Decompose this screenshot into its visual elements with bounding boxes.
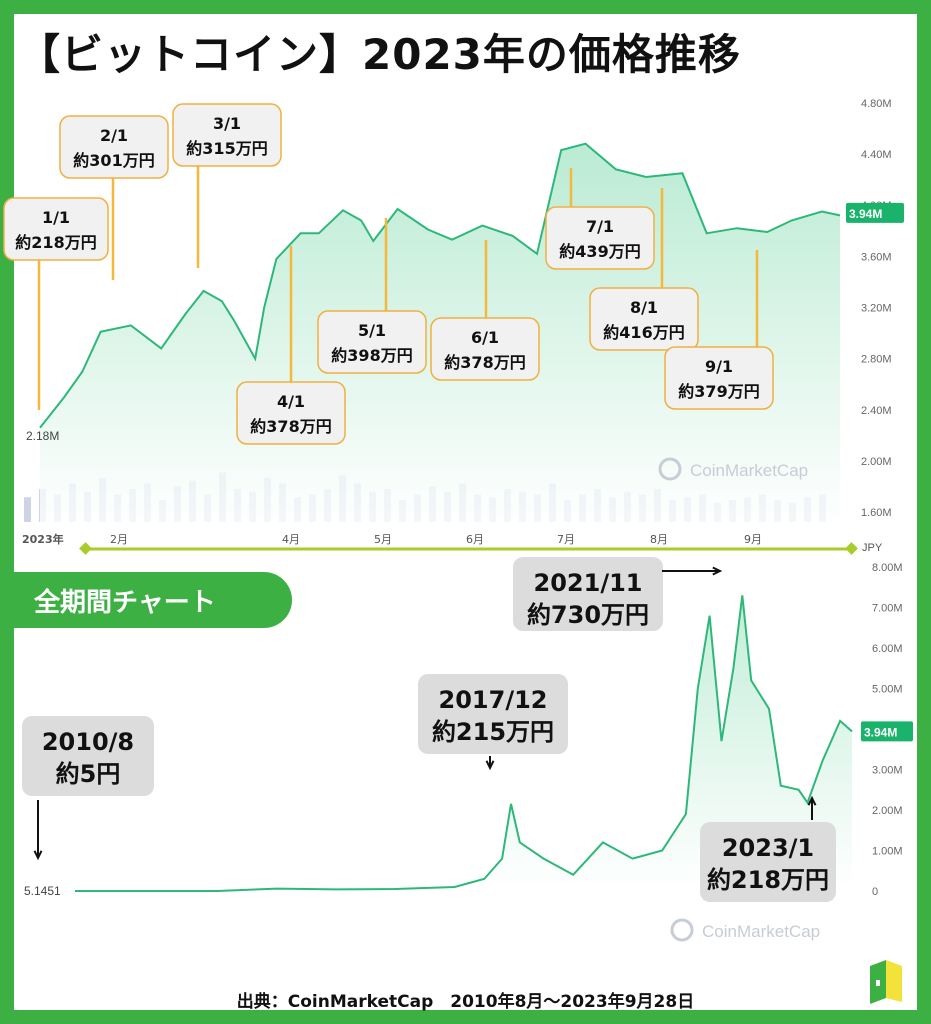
watermark-icon (658, 457, 682, 481)
arrow-2023-head (807, 795, 817, 806)
annotation-box (664, 346, 774, 410)
annotation-price: 約301万円 (73, 151, 154, 170)
price-line-2023 (39, 142, 841, 429)
annotation-date: 2010/8 (42, 728, 134, 756)
annotation-date: 6/1 (471, 328, 499, 347)
start-price-label: 5.1451 (24, 884, 61, 898)
annotation-box (172, 103, 282, 167)
arrow-2021-head (712, 566, 723, 576)
x-tick-label: 2023年 (22, 532, 64, 546)
y-tick-label: 7.00M (872, 603, 903, 615)
annotation-box (545, 206, 655, 270)
annotation-price: 約378万円 (444, 353, 525, 372)
y-tick-label: 5.00M (872, 684, 903, 696)
annotation-price: 約378万円 (250, 417, 331, 436)
annotation-box (700, 822, 836, 902)
annotation-date: 5/1 (358, 321, 386, 340)
y-tick-label: 1.00M (872, 846, 903, 858)
x-tick-label: 7月 (557, 533, 575, 546)
annotation-box (589, 287, 699, 351)
y-tick-label: 4.40M (861, 149, 892, 161)
y-tick-label: 3.20M (861, 303, 892, 315)
range-handle-right (845, 542, 858, 555)
current-price-tag-label: 3.94M (849, 207, 882, 221)
x-tick-label: 9月 (744, 533, 762, 546)
current-price-tag-label: 3.94M (864, 725, 897, 739)
annotation-date: 3/1 (213, 114, 241, 133)
watermark-text: CoinMarketCap (690, 461, 808, 480)
y-tick-label: 3.00M (872, 765, 903, 777)
annotation-box (317, 310, 427, 374)
annotation-price: 約439万円 (559, 242, 640, 261)
annotation-date: 8/1 (630, 298, 658, 317)
annotation-box (59, 115, 169, 179)
y-tick-label: 2.40M (861, 405, 892, 417)
annotation-box (430, 317, 540, 381)
arrow-2017-head (485, 760, 495, 771)
y-tick-label: 4.80M (861, 98, 892, 110)
y-tick-label: 1.60M (861, 507, 892, 519)
annotation-price: 約398万円 (331, 346, 412, 365)
x-tick-label: 5月 (374, 533, 392, 546)
annotation-price: 約315万円 (186, 139, 267, 158)
y-tick-label: 2.00M (872, 805, 903, 817)
current-price-tag (861, 721, 913, 742)
annotation-price: 約730万円 (527, 601, 649, 629)
annotation-price: 約416万円 (603, 323, 684, 342)
current-price-tag (846, 202, 904, 223)
y-tick-label: 8.00M (872, 562, 903, 574)
annotation-box (418, 674, 568, 754)
y-tick-label: 6.00M (872, 643, 903, 655)
y-tick-label: 2.80M (861, 354, 892, 366)
x-tick-label: 2月 (110, 533, 128, 546)
annotation-date: 1/1 (42, 208, 70, 227)
y-tick-label: 2.00M (861, 456, 892, 468)
brand-logo-icon (870, 960, 902, 1004)
annotation-date: 2021/11 (534, 569, 643, 597)
y-tick-label: 3.60M (861, 251, 892, 263)
start-price-label: 2.18M (26, 429, 59, 443)
annotation-box (3, 197, 109, 261)
source-caption: 出典：CoinMarketCap 2010年8月〜2023年9月28日 (236, 992, 695, 1012)
axis-unit-label: JPY (862, 542, 883, 554)
x-tick-label: 4月 (282, 533, 300, 546)
y-tick-label: 0 (872, 886, 878, 898)
annotation-date: 7/1 (586, 217, 614, 236)
annotation-box (22, 716, 154, 796)
annotation-date: 2017/12 (439, 686, 548, 714)
annotation-price: 約379万円 (678, 382, 759, 401)
annotation-date: 2/1 (100, 126, 128, 145)
annotation-price: 約215万円 (432, 718, 554, 746)
annotation-price: 約218万円 (707, 866, 829, 894)
price-line-alltime (75, 595, 853, 892)
annotation-box (236, 381, 346, 445)
x-tick-label: 6月 (466, 533, 484, 546)
annotation-price: 約5円 (56, 760, 121, 788)
x-tick-label: 8月 (650, 533, 668, 546)
annotation-price: 約218万円 (15, 233, 96, 252)
watermark-icon (670, 918, 694, 942)
annotation-date: 2023/1 (722, 834, 814, 862)
volume-bar (24, 497, 31, 522)
annotation-box (513, 557, 663, 631)
section-label: 全期間チャート (14, 572, 292, 628)
watermark-text: CoinMarketCap (702, 922, 820, 941)
page-title: 【ビットコイン】2023年の価格推移 (18, 29, 741, 79)
arrow-2010-head (33, 850, 43, 861)
annotation-date: 9/1 (705, 357, 733, 376)
range-handle-left (79, 542, 92, 555)
annotation-date: 4/1 (277, 392, 305, 411)
